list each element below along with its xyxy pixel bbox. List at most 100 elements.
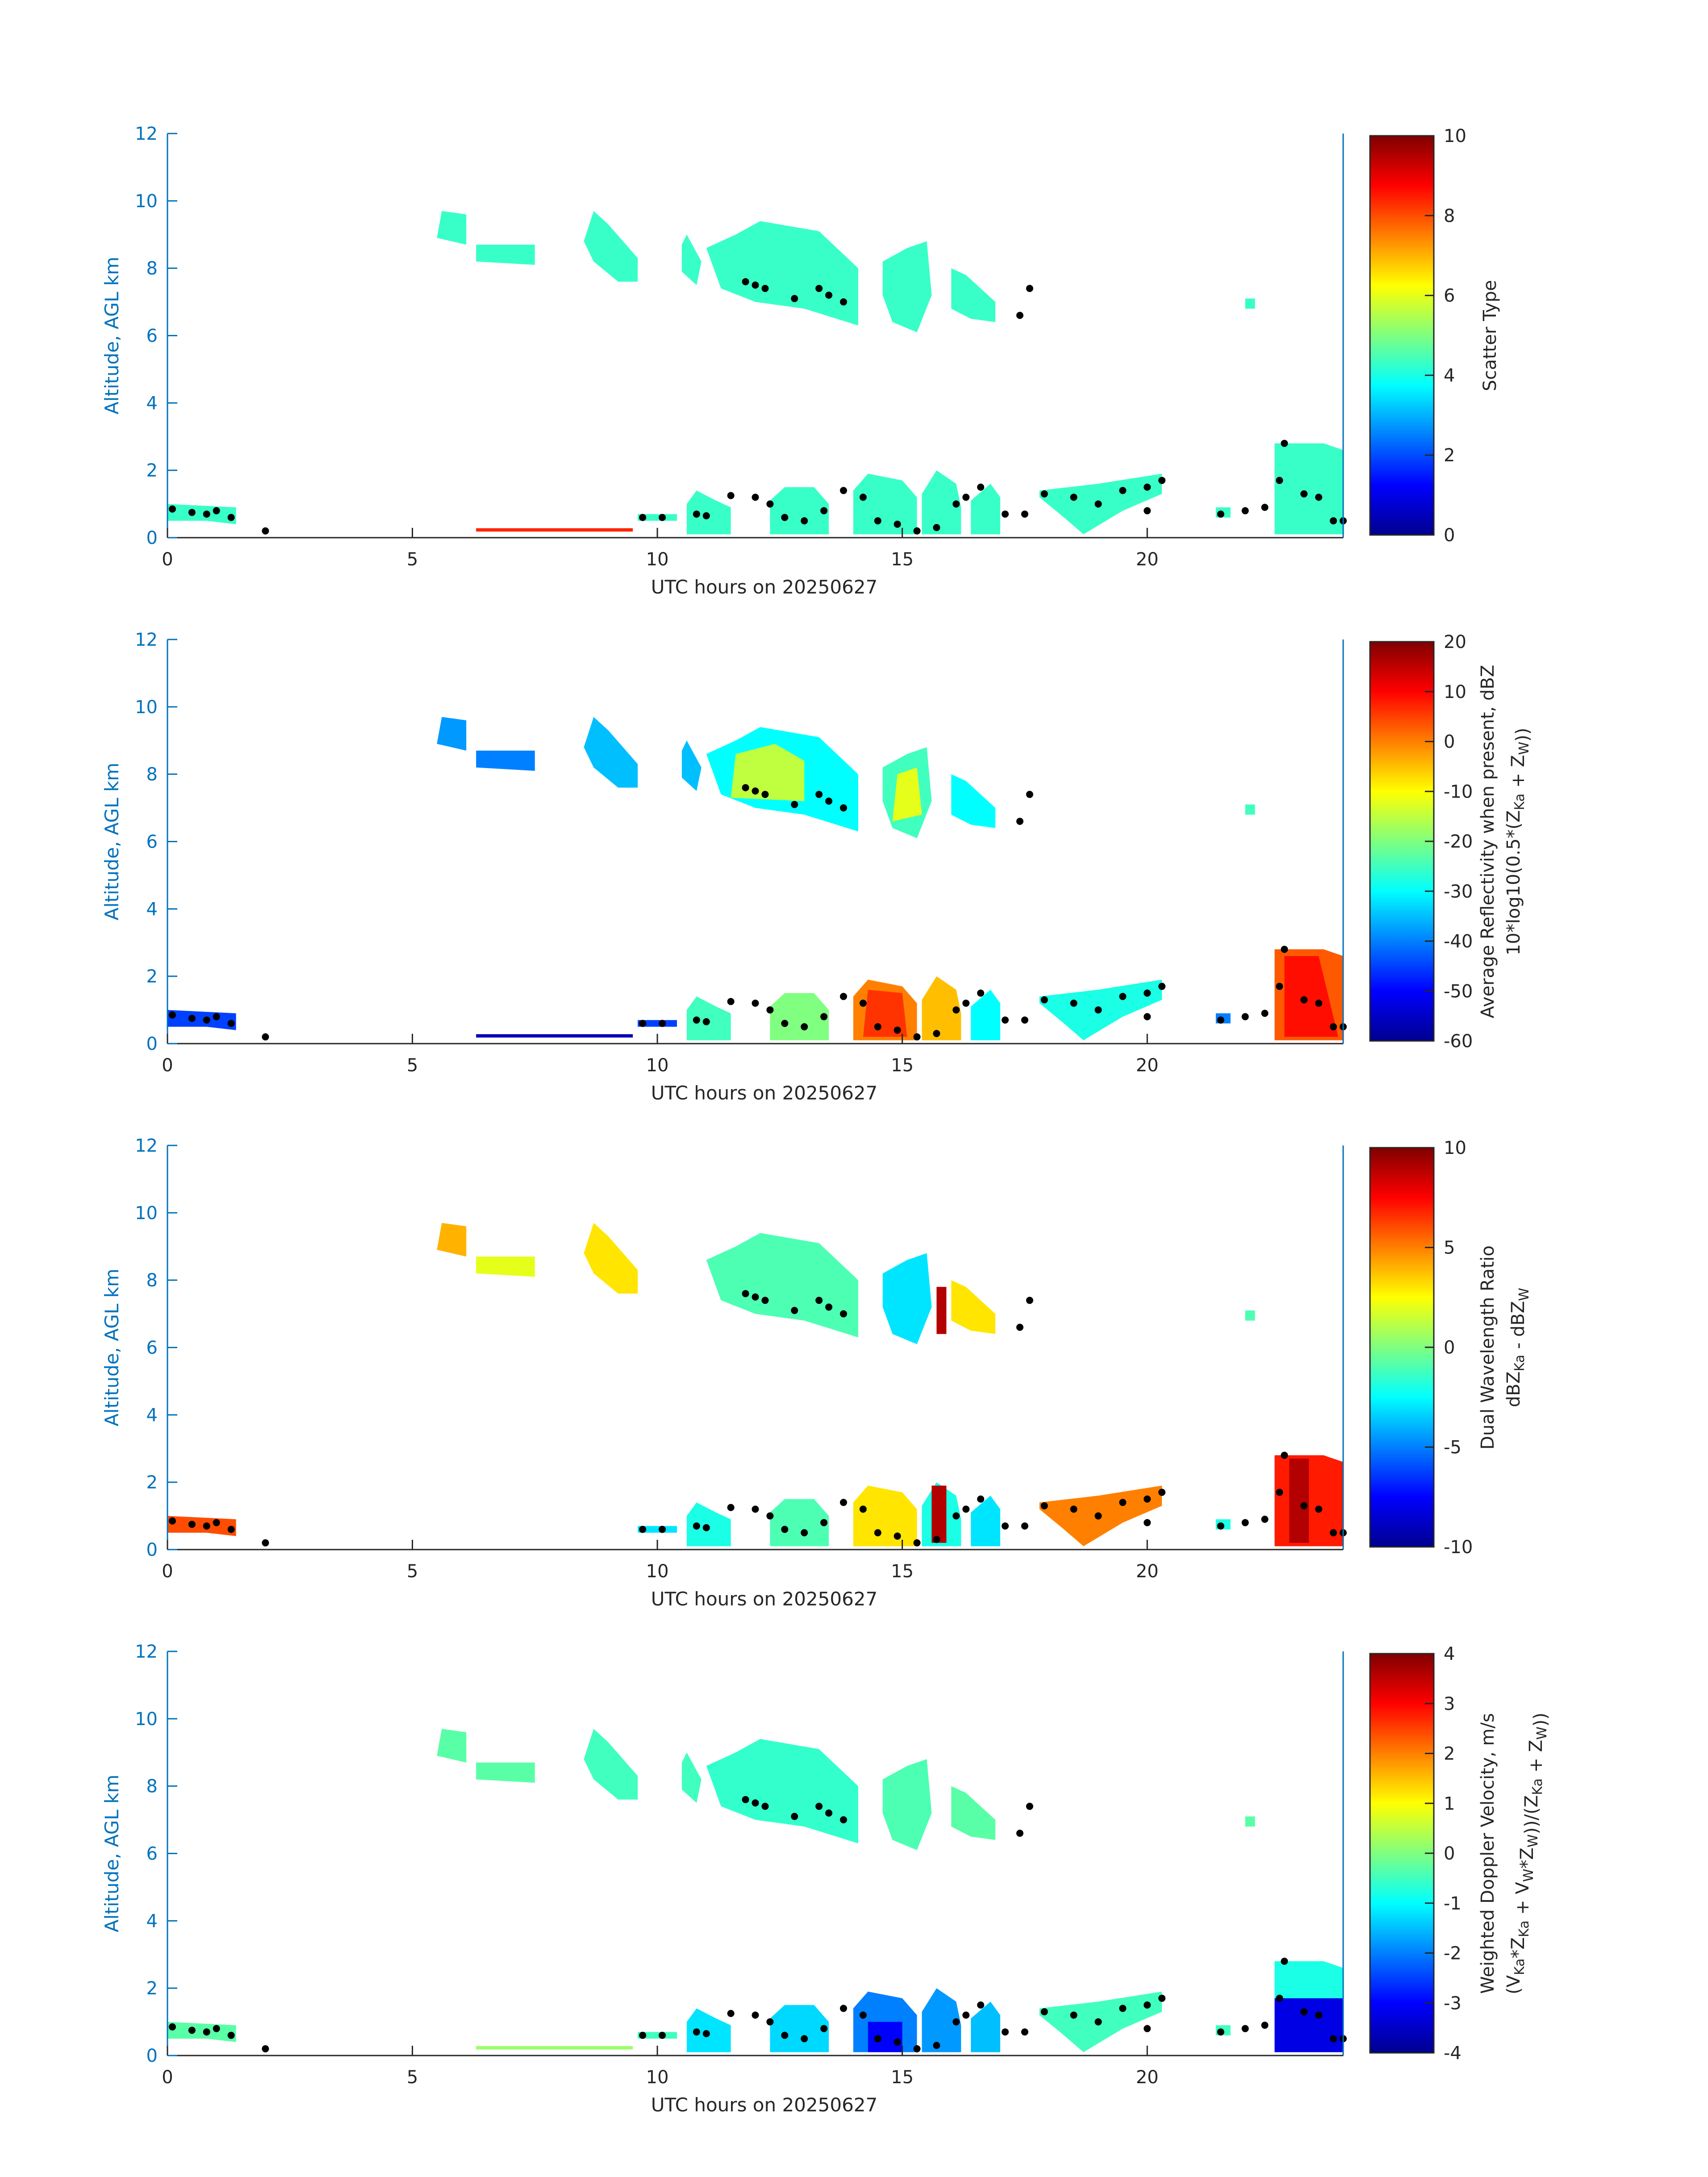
cloud-base-point <box>168 1011 176 1019</box>
cloud-base-point <box>1002 510 1009 518</box>
label-part: + Z <box>1526 1740 1546 1778</box>
cloud-base-point <box>820 507 828 514</box>
cloud-base-point <box>1158 1488 1166 1496</box>
cloud-base-point <box>742 784 749 791</box>
cloud-base-point <box>952 2018 960 2026</box>
colorbar-tick-label: -30 <box>1444 882 1473 902</box>
cloud-base-point <box>1315 2011 1323 2019</box>
cloud-base-point <box>1026 284 1033 292</box>
colorbar <box>1369 1653 1435 2054</box>
echo-region <box>971 484 1000 535</box>
cloud-base-point <box>1276 1994 1283 2002</box>
label-part: dBZ <box>1503 1371 1524 1407</box>
y-tick-label: 12 <box>135 1136 158 1156</box>
colorbar-tick-label: 0 <box>1444 525 1455 546</box>
cloud-base-point <box>659 1525 666 1533</box>
y-tick-label: 0 <box>146 528 158 548</box>
cloud-base-point <box>913 1539 921 1546</box>
cloud-base-point <box>781 1020 789 1027</box>
echo-core <box>936 1287 947 1334</box>
colorbar <box>1369 641 1435 1042</box>
cloud-base-point <box>894 520 901 528</box>
cloud-base-point <box>1158 1994 1166 2002</box>
cloud-base-point <box>913 527 921 535</box>
cloud-base-point <box>839 2005 847 2012</box>
cloud-base-point <box>913 1033 921 1040</box>
y-axis-label: Altitude, AGL km <box>101 1775 123 1932</box>
cloud-base-point <box>639 1020 647 1027</box>
echo-region <box>971 990 1000 1040</box>
cloud-base-point <box>188 1015 196 1022</box>
echo-region <box>882 1759 932 1850</box>
cloud-base-point <box>727 2010 735 2017</box>
x-tick-label: 5 <box>407 1561 418 1582</box>
y-axis-label: Altitude, AGL km <box>101 763 123 920</box>
cloud-base-point <box>962 493 970 501</box>
y-tick-label: 10 <box>135 697 158 718</box>
cloud-base-point <box>1300 996 1308 1003</box>
subscript: Ka <box>1512 1355 1528 1372</box>
echo-region <box>951 1786 996 1840</box>
colorbar-tick-label: -60 <box>1444 1031 1473 1052</box>
cloud-base-point <box>894 1532 901 1540</box>
echo-region <box>706 221 858 326</box>
colorbar-tick-label: -10 <box>1444 1537 1473 1558</box>
cloud-base-point <box>952 1512 960 1520</box>
cloud-base-point <box>1281 1957 1288 1965</box>
cloud-base-point <box>962 1505 970 1513</box>
cloud-base-point <box>168 505 176 513</box>
colorbar-tick-label: 2 <box>1444 1744 1455 1764</box>
y-tick-label: 4 <box>146 393 158 414</box>
cloud-base-point <box>839 298 847 306</box>
cloud-base-point <box>1315 999 1323 1007</box>
cloud-base-point <box>227 1020 235 1027</box>
echo-core <box>863 990 907 1037</box>
cloud-base-point <box>168 1517 176 1525</box>
colorbar-tick-label: 0 <box>1444 732 1455 752</box>
x-tick-label: 20 <box>1136 549 1159 570</box>
echo-region <box>853 1485 917 1546</box>
panel-dual-wavelength-ratio: 0 2 4 6 8 10 12 0 5 10 15 20 UTC hours on 20250627 Al… <box>101 1136 1532 1610</box>
colorbar <box>1369 135 1435 536</box>
cloud-base-point <box>825 798 833 805</box>
cloud-base-point <box>262 527 269 535</box>
echo-region <box>770 487 829 535</box>
echo-region <box>1245 1310 1255 1321</box>
echo-region <box>476 750 535 771</box>
subscript: W <box>1516 1288 1532 1301</box>
cloud-base-point <box>1070 999 1077 1007</box>
cloud-base-point <box>693 2028 700 2036</box>
cloud-base-point <box>791 801 798 808</box>
cloud-base-point <box>1300 490 1308 497</box>
cloud-base-point <box>1021 2028 1028 2036</box>
x-tick-label: 0 <box>162 1055 173 1076</box>
cloud-base-point <box>213 507 220 514</box>
cloud-base-point <box>1002 1522 1009 1530</box>
echo-region <box>476 244 535 265</box>
x-tick-label: 0 <box>162 2067 173 2088</box>
cloud-base-point <box>1261 2022 1269 2029</box>
echo-region <box>951 774 996 828</box>
cloud-base-point <box>1040 2008 1048 2015</box>
x-axis-label: UTC hours on 20250627 <box>651 2094 878 2116</box>
cloud-base-point <box>1276 1488 1283 1496</box>
cloud-base-point <box>1315 1505 1323 1513</box>
label-part: Dual Wavelength Ratio <box>1478 1245 1498 1450</box>
subscript: W <box>1534 1726 1550 1740</box>
colorbar-tick-label: -5 <box>1444 1437 1462 1458</box>
cloud-base-point <box>752 2011 759 2019</box>
cloud-base-point <box>791 1813 798 1820</box>
echo-region <box>476 1256 535 1277</box>
cloud-base-point <box>859 2011 867 2019</box>
cloud-base-point <box>1261 504 1269 511</box>
cloud-base-point <box>1021 1016 1028 1024</box>
colorbar-tick-label: 10 <box>1444 682 1466 702</box>
colorbar-tick-label: 5 <box>1444 1238 1455 1258</box>
cloud-base-point <box>977 483 985 491</box>
cloud-base-point <box>693 1016 700 1024</box>
echo-region <box>922 470 961 535</box>
cloud-base-point <box>859 493 867 501</box>
cloud-base-point <box>820 2025 828 2032</box>
echo-region <box>476 2046 633 2050</box>
